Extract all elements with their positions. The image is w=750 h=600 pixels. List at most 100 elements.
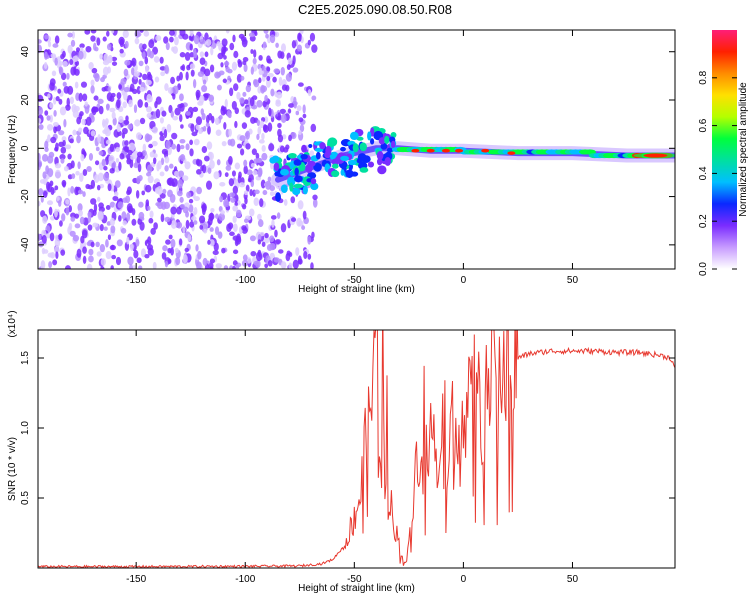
noise-blob: [107, 183, 112, 192]
noise-blob: [44, 34, 49, 40]
noise-blob: [126, 212, 131, 222]
noise-blob: [95, 241, 100, 248]
noise-blob: [234, 120, 238, 129]
signal-blob: [301, 144, 307, 153]
noise-blob: [38, 188, 44, 197]
noise-blob: [48, 206, 53, 216]
noise-blob: [152, 261, 157, 269]
noise-blob: [113, 191, 119, 197]
noise-blob: [38, 39, 42, 44]
noise-blob: [41, 234, 47, 244]
signal-blob: [367, 131, 372, 141]
noise-blob: [137, 163, 142, 173]
noise-blob: [234, 201, 238, 207]
y-tick-label: 0.5: [20, 491, 31, 505]
noise-blob: [242, 254, 248, 261]
noise-blob: [118, 84, 122, 90]
noise-blob: [179, 196, 184, 203]
noise-blob: [72, 55, 79, 62]
noise-blob: [260, 179, 266, 189]
noise-blob: [261, 241, 266, 247]
noise-blob: [189, 221, 195, 228]
noise-blob: [243, 190, 249, 196]
y-tick-label: 40: [20, 46, 31, 58]
noise-blob: [54, 238, 61, 248]
noise-blob: [279, 108, 287, 114]
noise-blob: [182, 225, 186, 234]
signal-blob: [288, 152, 297, 159]
noise-blob: [185, 71, 189, 81]
noise-blob: [256, 119, 261, 127]
noise-blob: [312, 194, 318, 201]
noise-blob: [39, 179, 46, 184]
noise-blob: [208, 112, 213, 121]
noise-blob: [258, 54, 263, 61]
signal-blob: [349, 131, 359, 141]
noise-blob: [129, 243, 134, 251]
noise-blob: [74, 223, 81, 229]
signal-blob: [313, 162, 322, 172]
noise-blob: [122, 197, 128, 203]
noise-blob: [145, 79, 152, 86]
noise-blob: [262, 41, 267, 48]
noise-blob: [225, 30, 230, 34]
noise-blob: [209, 258, 216, 264]
signal-blob: [331, 163, 339, 169]
noise-blob: [227, 222, 234, 230]
noise-blob: [161, 148, 169, 155]
noise-blob: [297, 255, 302, 265]
colorbar-tick-label: 0.8: [698, 70, 709, 84]
noise-blob: [111, 61, 118, 66]
noise-blob: [229, 231, 235, 236]
noise-blob: [274, 239, 282, 245]
noise-blob: [90, 130, 96, 137]
noise-blob: [122, 220, 128, 226]
noise-blob: [217, 231, 223, 239]
noise-blob: [240, 36, 247, 42]
noise-blob: [250, 116, 256, 124]
noise-blob: [281, 84, 288, 91]
x-tick-label: -150: [126, 275, 146, 286]
noise-blob: [272, 76, 277, 83]
noise-blob: [228, 178, 235, 187]
noise-blob: [189, 30, 194, 37]
noise-blob: [38, 160, 43, 168]
noise-blob: [285, 73, 292, 82]
noise-blob: [292, 67, 299, 73]
signal-blob: [305, 163, 313, 174]
noise-blob: [307, 39, 312, 46]
noise-blob: [98, 202, 104, 209]
noise-blob: [193, 220, 198, 225]
signal-blob: [324, 151, 332, 159]
signal-blob: [308, 143, 313, 149]
noise-blob: [249, 97, 255, 107]
noise-blob: [190, 123, 195, 133]
noise-blob: [63, 166, 69, 172]
signal-blob: [359, 167, 369, 173]
noise-blob: [267, 260, 273, 267]
noise-blob: [127, 256, 134, 266]
noise-blob: [124, 59, 131, 66]
noise-blob: [170, 76, 176, 85]
noise-blob: [70, 185, 75, 194]
noise-blob: [58, 130, 65, 136]
noise-blob: [102, 66, 109, 76]
noise-blob: [148, 39, 155, 49]
noise-blob: [169, 163, 174, 169]
noise-blob: [99, 223, 104, 232]
noise-blob: [159, 56, 164, 64]
signal-blob: [293, 183, 304, 189]
noise-blob: [38, 200, 41, 207]
noise-blob: [205, 122, 210, 128]
noise-blob: [116, 123, 121, 133]
noise-blob: [76, 248, 82, 258]
x-tick-label: -100: [235, 275, 255, 286]
noise-blob: [129, 158, 134, 169]
noise-blob: [88, 255, 94, 263]
signal-blob: [310, 178, 317, 185]
noise-blob: [69, 96, 75, 105]
noise-blob: [169, 193, 176, 203]
noise-blob: [177, 103, 184, 109]
noise-blob: [45, 233, 52, 239]
noise-blob: [92, 106, 98, 113]
